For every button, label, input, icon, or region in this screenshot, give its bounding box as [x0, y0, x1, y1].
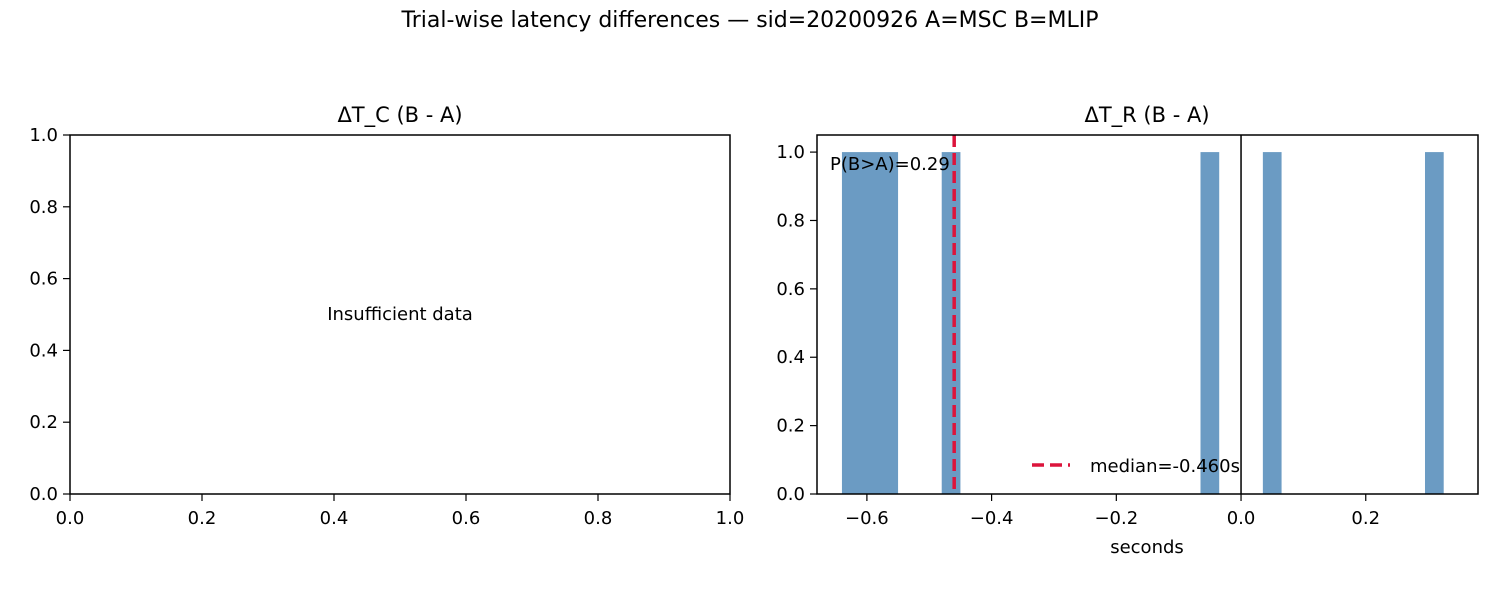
- x-tick-label: 1.0: [716, 508, 745, 529]
- x-tick-label: −0.2: [1094, 508, 1138, 529]
- x-tick-label: 0.4: [320, 508, 349, 529]
- y-tick-label: 0.0: [29, 484, 58, 505]
- y-tick-label: 0.2: [776, 416, 805, 437]
- x-axis-label: seconds: [1110, 537, 1184, 558]
- figure-title: Trial-wise latency differences — sid=202…: [401, 8, 1099, 33]
- panel-title: ΔT_C (B - A): [337, 103, 462, 128]
- panel-delta-tc: ΔT_C (B - A) 0.0 0.2 0.4 0.6 0.8 1.0 0.0 0.2 0.4…: [29, 103, 744, 529]
- y-tick-label: 0.2: [29, 412, 58, 433]
- probability-annotation: P(B>A)=0.29: [830, 154, 950, 175]
- x-tick-label: 0.6: [452, 508, 481, 529]
- panel-title: ΔT_R (B - A): [1084, 103, 1209, 128]
- x-tick-label: −0.4: [970, 508, 1014, 529]
- axes-frame: [816, 134, 1479, 495]
- histogram-bar: [1262, 152, 1282, 494]
- y-tick-label: 0.0: [776, 484, 805, 505]
- y-tick-label: 1.0: [776, 142, 805, 163]
- y-tick-label: 1.0: [29, 125, 58, 146]
- y-tick-label: 0.6: [776, 279, 805, 300]
- x-tick-label: 0.0: [1227, 508, 1256, 529]
- histogram-bar: [941, 152, 961, 494]
- y-tick-label: 0.8: [776, 210, 805, 231]
- panel-delta-tr: ΔT_R (B - A) −0.6 −0.4 −0.2 0.0 0.2 0.0 0.2 0.4…: [776, 103, 1479, 558]
- histogram-bar: [1200, 152, 1220, 494]
- x-tick-label: 0.8: [584, 508, 613, 529]
- x-tick-label: −0.6: [845, 508, 889, 529]
- histogram-bar: [841, 152, 899, 494]
- histogram-bar: [1424, 152, 1444, 494]
- x-tick-label: 0.2: [188, 508, 217, 529]
- legend: median=-0.460s: [1032, 456, 1240, 477]
- x-tick-label: 0.0: [56, 508, 85, 529]
- axes-frame: [69, 134, 731, 495]
- legend-median-label: median=-0.460s: [1090, 456, 1240, 477]
- insufficient-data-label: Insufficient data: [327, 304, 473, 325]
- x-tick-label: 0.2: [1351, 508, 1380, 529]
- y-tick-label: 0.4: [29, 340, 58, 361]
- y-tick-label: 0.8: [29, 197, 58, 218]
- y-tick-label: 0.4: [776, 347, 805, 368]
- y-tick-label: 0.6: [29, 269, 58, 290]
